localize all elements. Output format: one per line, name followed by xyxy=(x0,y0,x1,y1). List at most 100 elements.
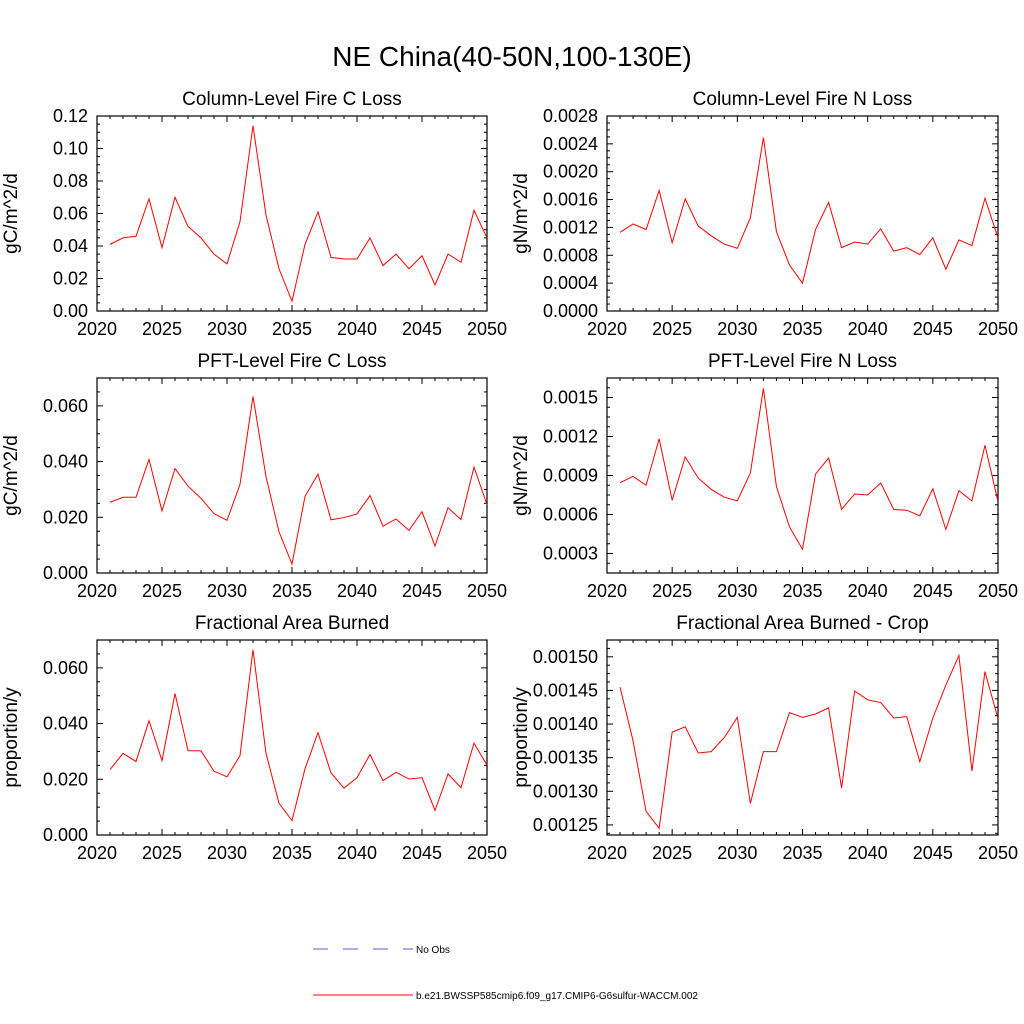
x-tick-label: 2035 xyxy=(782,843,822,863)
x-tick-label: 2040 xyxy=(337,581,377,601)
y-tick-label: 0.0015 xyxy=(543,388,598,408)
x-tick-label: 2040 xyxy=(848,843,888,863)
panel-title: Fractional Area Burned xyxy=(195,613,389,634)
y-tick-label: 0.12 xyxy=(53,106,88,126)
panel-4: PFT-Level Fire N Loss 2020 2025 2030 2035 204… xyxy=(511,351,1018,601)
x-tick-label: 2050 xyxy=(978,319,1018,339)
x-tick-label: 2035 xyxy=(272,843,312,863)
panel-title: Column-Level Fire C Loss xyxy=(182,89,402,110)
y-tick-label: 0.0006 xyxy=(543,505,598,525)
panel-title: Fractional Area Burned - Crop xyxy=(676,613,928,634)
x-tick-label: 2050 xyxy=(978,843,1018,863)
y-axis-label: gN/m^2/d xyxy=(511,173,532,254)
x-tick-label: 2025 xyxy=(652,319,692,339)
series-line xyxy=(109,649,488,822)
y-tick-label: 0.00140 xyxy=(533,714,598,734)
y-tick-label: 0.020 xyxy=(43,507,88,527)
x-tick-label: 2050 xyxy=(467,581,507,601)
figure-title: NE China(40-50N,100-130E) xyxy=(332,41,692,72)
x-tick-label: 2045 xyxy=(913,319,953,339)
x-tick-label: 2045 xyxy=(913,581,953,601)
x-tick-label: 2040 xyxy=(337,843,377,863)
y-tick-label: 0.0012 xyxy=(543,217,598,237)
x-tick-label: 2025 xyxy=(142,319,182,339)
y-tick-label: 0.000 xyxy=(43,563,88,583)
y-tick-label: 0.0012 xyxy=(543,427,598,447)
y-axis-label: gC/m^2/d xyxy=(1,435,22,516)
x-tick-label: 2045 xyxy=(402,319,442,339)
legend-entry-no-obs: No Obs xyxy=(313,945,450,956)
x-tick-label: 2030 xyxy=(717,319,757,339)
x-tick-label: 2025 xyxy=(652,581,692,601)
y-tick-label: 0.0009 xyxy=(543,466,598,486)
panel-title: Column-Level Fire N Loss xyxy=(693,89,913,110)
series-line xyxy=(619,653,999,830)
panel-title: PFT-Level Fire C Loss xyxy=(198,351,387,372)
x-tick-label: 2040 xyxy=(848,581,888,601)
x-tick-label: 2050 xyxy=(467,319,507,339)
y-tick-label: 0.00125 xyxy=(533,815,598,835)
legend-label-model: b.e21.BWSSP585cmip6.f09_g17.CMIP6-G6sulf… xyxy=(416,991,698,1002)
y-tick-label: 0.00145 xyxy=(533,680,598,700)
y-tick-label: 0.0028 xyxy=(543,106,598,126)
x-tick-label: 2030 xyxy=(207,319,247,339)
x-tick-label: 2035 xyxy=(272,581,312,601)
y-tick-label: 0.0004 xyxy=(543,273,598,293)
y-tick-label: 0.0020 xyxy=(543,162,598,182)
x-tick-label: 2035 xyxy=(782,581,822,601)
panel-1: Column-Level Fire C Loss 2020 2025 2030 2035… xyxy=(1,89,507,339)
x-tick-label: 2045 xyxy=(402,843,442,863)
y-tick-label: 0.00 xyxy=(53,301,88,321)
legend-label-no-obs: No Obs xyxy=(416,945,450,956)
y-tick-label: 0.0000 xyxy=(543,301,598,321)
y-tick-label: 0.060 xyxy=(43,658,88,678)
x-tick-label: 2020 xyxy=(587,843,627,863)
y-tick-label: 0.02 xyxy=(53,269,88,289)
x-tick-label: 2045 xyxy=(402,581,442,601)
y-tick-label: 0.10 xyxy=(53,139,88,159)
x-tick-label: 2040 xyxy=(337,319,377,339)
legend-entry-model: b.e21.BWSSP585cmip6.f09_g17.CMIP6-G6sulf… xyxy=(313,991,698,1002)
y-axis-label: proportion/y xyxy=(1,687,22,788)
y-tick-label: 0.0008 xyxy=(543,245,598,265)
panels: Column-Level Fire C Loss 2020 2025 2030 2035… xyxy=(1,89,1018,863)
series-line xyxy=(109,125,488,303)
x-tick-label: 2045 xyxy=(913,843,953,863)
x-tick-label: 2035 xyxy=(272,319,312,339)
y-axis-label: proportion/y xyxy=(511,687,532,788)
y-tick-label: 0.060 xyxy=(43,396,88,416)
x-tick-label: 2025 xyxy=(652,843,692,863)
x-tick-label: 2020 xyxy=(587,581,627,601)
x-tick-label: 2050 xyxy=(978,581,1018,601)
y-tick-label: 0.00130 xyxy=(533,781,598,801)
y-tick-label: 0.040 xyxy=(43,714,88,734)
x-tick-label: 2020 xyxy=(77,843,117,863)
legend: No Obs b.e21.BWSSP585cmip6.f09_g17.CMIP6… xyxy=(313,945,698,1002)
x-tick-label: 2040 xyxy=(848,319,888,339)
x-tick-label: 2020 xyxy=(587,319,627,339)
x-tick-label: 2020 xyxy=(77,319,117,339)
series-line xyxy=(109,396,488,566)
y-tick-label: 0.020 xyxy=(43,769,88,789)
y-tick-label: 0.040 xyxy=(43,452,88,472)
x-tick-label: 2030 xyxy=(717,581,757,601)
x-tick-label: 2030 xyxy=(717,843,757,863)
x-tick-label: 2030 xyxy=(207,581,247,601)
x-tick-label: 2035 xyxy=(782,319,822,339)
x-tick-label: 2025 xyxy=(142,581,182,601)
panel-3: PFT-Level Fire C Loss 2020 2025 2030 2035 204… xyxy=(1,351,507,601)
y-tick-label: 0.04 xyxy=(53,236,88,256)
series-line xyxy=(619,137,999,285)
y-tick-label: 0.00135 xyxy=(533,748,598,768)
panel-2: Column-Level Fire N Loss 2020 2025 2030 2035… xyxy=(511,89,1018,339)
y-tick-label: 0.00150 xyxy=(533,647,598,667)
y-tick-label: 0.08 xyxy=(53,171,88,191)
y-tick-label: 0.0003 xyxy=(543,544,598,564)
x-tick-label: 2020 xyxy=(77,581,117,601)
x-tick-label: 2030 xyxy=(207,843,247,863)
y-tick-label: 0.000 xyxy=(43,825,88,845)
y-tick-label: 0.06 xyxy=(53,204,88,224)
panel-5: Fractional Area Burned 2020 2025 2030 2035 20… xyxy=(1,613,507,863)
y-tick-label: 0.0024 xyxy=(543,134,598,154)
panel-6: Fractional Area Burned - Crop 2020 2025 203… xyxy=(511,613,1018,863)
